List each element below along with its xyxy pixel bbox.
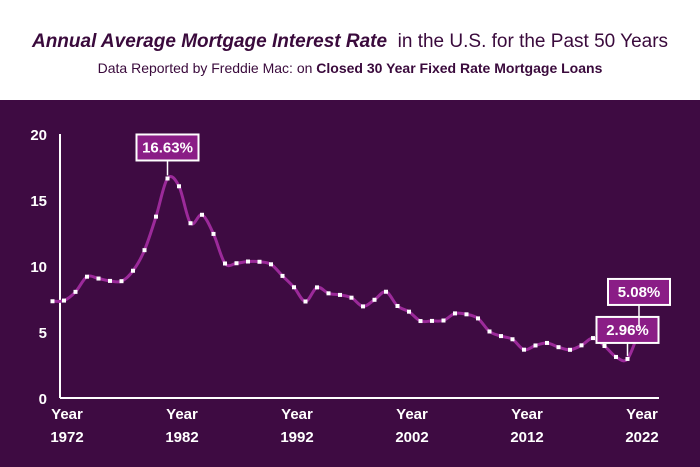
- data-point: [211, 231, 216, 236]
- chart-header: Annual Average Mortgage Interest Rate in…: [0, 0, 700, 100]
- data-point: [407, 309, 411, 314]
- data-point: [430, 318, 434, 323]
- x-tick-label-word: Year: [51, 406, 83, 423]
- data-point: [338, 292, 342, 297]
- callout-box: [595, 315, 660, 344]
- data-point: [108, 278, 112, 283]
- data-point: [614, 354, 618, 359]
- x-tick-label-year: 2012: [510, 429, 543, 446]
- x-tick-label-word: Year: [511, 406, 543, 423]
- data-point: [510, 337, 515, 342]
- callout-box: [607, 277, 671, 306]
- chart-subtitle-plain: Data Reported by Freddie Mac: on: [97, 60, 313, 76]
- data-point: [119, 279, 124, 284]
- data-point: [545, 340, 549, 345]
- data-point: [234, 261, 239, 266]
- data-point: [349, 295, 354, 300]
- callout: 2.96%: [595, 315, 660, 356]
- y-tick-label: 5: [39, 325, 47, 342]
- data-point: [591, 336, 595, 341]
- series-line: [52, 175, 641, 363]
- data-point: [269, 262, 273, 267]
- data-point: [499, 334, 503, 339]
- data-point: [315, 285, 319, 290]
- x-tick-label-year: 1982: [165, 429, 198, 446]
- y-tick-label: 20: [30, 127, 47, 144]
- data-point: [361, 304, 365, 309]
- callout-label: 2.96%: [606, 322, 649, 339]
- callout-label: 16.63%: [142, 139, 193, 156]
- data-point: [223, 261, 227, 266]
- chart-subtitle-bold: Closed 30 Year Fixed Rate Mortgage Loans: [316, 60, 603, 76]
- callout: 16.63%: [135, 133, 200, 176]
- data-point: [372, 297, 377, 302]
- x-tick-label-word: Year: [626, 406, 658, 423]
- chart-title-bold: Annual Average Mortgage Interest Rate: [31, 31, 388, 52]
- data-point: [257, 259, 262, 264]
- data-point: [154, 214, 158, 219]
- data-point: [280, 273, 285, 278]
- y-tick-label: 0: [39, 391, 47, 408]
- data-point: [487, 329, 492, 334]
- chart-title-rest: in the U.S. for the Past 50 Years: [397, 31, 669, 52]
- data-point: [188, 221, 193, 226]
- y-axis-ticks: 0 5 10 15 20: [30, 127, 47, 408]
- data-point: [568, 347, 572, 352]
- data-point: [418, 319, 423, 324]
- data-point: [131, 268, 135, 273]
- data-point: [165, 176, 170, 181]
- data-point: [556, 345, 561, 350]
- x-tick-label-word: Year: [281, 406, 313, 423]
- chart-subtitle: Data Reported by Freddie Mac: on Closed …: [0, 60, 700, 76]
- callout: 5.08%: [607, 277, 671, 328]
- line-chart: 0 5 10 15 20 Year 1972 Year 1982 Year 1992 Year 200…: [30, 127, 671, 446]
- chart-title: Annual Average Mortgage Interest Rate in…: [0, 31, 700, 53]
- data-point: [579, 343, 584, 348]
- x-tick-label-year: 2022: [625, 429, 658, 446]
- data-point: [522, 347, 526, 352]
- callout-label: 5.08%: [618, 284, 661, 301]
- data-point: [395, 303, 400, 308]
- data-point: [246, 259, 250, 264]
- x-tick-label-year: 1972: [50, 429, 83, 446]
- series-markers: [50, 176, 641, 361]
- data-point: [303, 299, 308, 304]
- x-tick-label-word: Year: [396, 406, 428, 423]
- data-point: [200, 212, 204, 217]
- data-point: [441, 318, 446, 323]
- x-axis-ticks: Year 1972 Year 1982 Year 1992 Year 2002 Year 2012…: [50, 406, 658, 446]
- data-point: [62, 298, 66, 303]
- data-point: [96, 276, 101, 281]
- data-point: [533, 343, 538, 348]
- y-tick-label: 10: [30, 259, 47, 276]
- data-point: [453, 311, 457, 316]
- data-point: [326, 291, 331, 296]
- data-point: [142, 248, 147, 253]
- data-point: [73, 289, 78, 294]
- data-point: [625, 356, 630, 361]
- chart-axes: [59, 134, 659, 399]
- data-point: [85, 274, 89, 279]
- data-point: [50, 299, 55, 304]
- y-tick-label: 15: [30, 193, 47, 210]
- x-tick-label-year: 1992: [280, 429, 313, 446]
- data-point: [384, 289, 388, 294]
- data-point: [292, 285, 296, 290]
- chart-panel: 0 5 10 15 20 Year 1972 Year 1982 Year 1992 Year 200…: [0, 100, 700, 467]
- callouts: 16.63% 2.96% 5.08%: [135, 133, 671, 356]
- callout-box: [135, 133, 200, 162]
- data-point: [602, 343, 607, 348]
- data-point: [464, 312, 469, 317]
- data-point: [476, 316, 480, 321]
- x-tick-label-word: Year: [166, 406, 198, 423]
- data-point: [177, 184, 181, 189]
- x-tick-label-year: 2002: [395, 429, 428, 446]
